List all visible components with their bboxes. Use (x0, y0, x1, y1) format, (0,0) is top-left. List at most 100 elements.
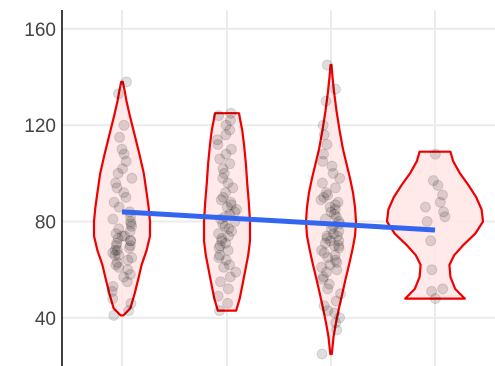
data-point (222, 177, 234, 189)
data-point (318, 271, 329, 283)
data-point (110, 259, 122, 271)
data-point (218, 261, 230, 273)
y-tick-label-40: 40 (35, 309, 56, 330)
trend-line (121, 209, 436, 233)
data-point (330, 182, 341, 194)
data-point (122, 254, 134, 266)
data-point (328, 228, 340, 240)
data-point (224, 158, 236, 170)
data-point (318, 300, 330, 312)
data-point (213, 252, 225, 264)
data-point (118, 271, 130, 283)
data-point (429, 148, 441, 160)
data-point (218, 167, 230, 179)
data-point (108, 309, 120, 321)
data-point (221, 201, 233, 213)
data-point (334, 312, 346, 324)
data-point (429, 293, 441, 305)
data-point (331, 257, 343, 268)
data-point (124, 269, 136, 280)
data-point (214, 305, 225, 317)
data-point (222, 244, 234, 256)
data-point (331, 324, 343, 336)
data-point (126, 252, 138, 264)
data-point (220, 237, 232, 249)
data-point (317, 119, 329, 131)
data-point (316, 244, 327, 256)
data-point (318, 129, 330, 141)
data-point (230, 266, 242, 278)
data-point (224, 259, 235, 271)
data-point (110, 177, 122, 189)
data-point (322, 305, 334, 317)
data-point (318, 191, 330, 203)
data-point (320, 187, 332, 199)
data-point (322, 252, 334, 264)
data-point (107, 293, 119, 305)
data-point (120, 191, 132, 203)
data-point (329, 307, 340, 319)
data-point (116, 230, 128, 242)
data-point (329, 249, 341, 261)
data-point (330, 211, 342, 223)
data-point (225, 199, 237, 211)
data-point (330, 83, 341, 95)
data-point (125, 216, 137, 227)
data-point (114, 131, 126, 143)
data-point (225, 143, 237, 155)
data-point (109, 249, 121, 261)
data-point (324, 201, 336, 213)
data-point (437, 283, 449, 295)
violin-group (92, 63, 485, 356)
data-point (124, 225, 136, 237)
data-point (111, 244, 123, 256)
data-point (324, 235, 336, 247)
data-point (325, 206, 337, 218)
data-point (123, 242, 135, 254)
data-point (217, 172, 229, 184)
data-point (318, 247, 330, 259)
data-point (216, 235, 228, 247)
violin-4 (385, 150, 485, 300)
data-point (420, 201, 431, 213)
data-point (113, 223, 125, 235)
data-point (120, 155, 132, 167)
data-point (333, 240, 345, 252)
data-point (212, 290, 224, 302)
data-point (111, 182, 123, 194)
data-point (315, 194, 327, 206)
data-point (426, 285, 438, 297)
data-point (323, 278, 335, 290)
data-point (438, 206, 449, 218)
data-point (321, 59, 333, 71)
data-point (333, 235, 345, 247)
data-point (118, 187, 130, 199)
data-point (110, 240, 122, 252)
data-point (116, 143, 128, 155)
data-point (427, 175, 439, 187)
data-point (316, 261, 328, 273)
data-point (214, 240, 226, 252)
y-tick-labels: 40 80 120 160 (24, 20, 56, 330)
data-point (107, 247, 119, 259)
data-point (214, 249, 226, 261)
data-point (213, 228, 224, 240)
data-point (223, 230, 234, 242)
data-point (111, 237, 123, 249)
data-point (219, 220, 231, 232)
data-point (334, 172, 346, 184)
data-point (317, 155, 329, 167)
data-point (226, 225, 238, 237)
data-point (112, 232, 124, 244)
data-point (324, 259, 336, 271)
data-point (329, 199, 341, 211)
data-point (231, 204, 243, 215)
data-point (332, 196, 344, 208)
data-point (316, 348, 328, 360)
data-point (330, 254, 341, 266)
data-point (212, 139, 224, 150)
data-point (125, 235, 137, 247)
data-point (321, 266, 332, 278)
data-point (216, 232, 228, 244)
data-point (215, 276, 226, 288)
